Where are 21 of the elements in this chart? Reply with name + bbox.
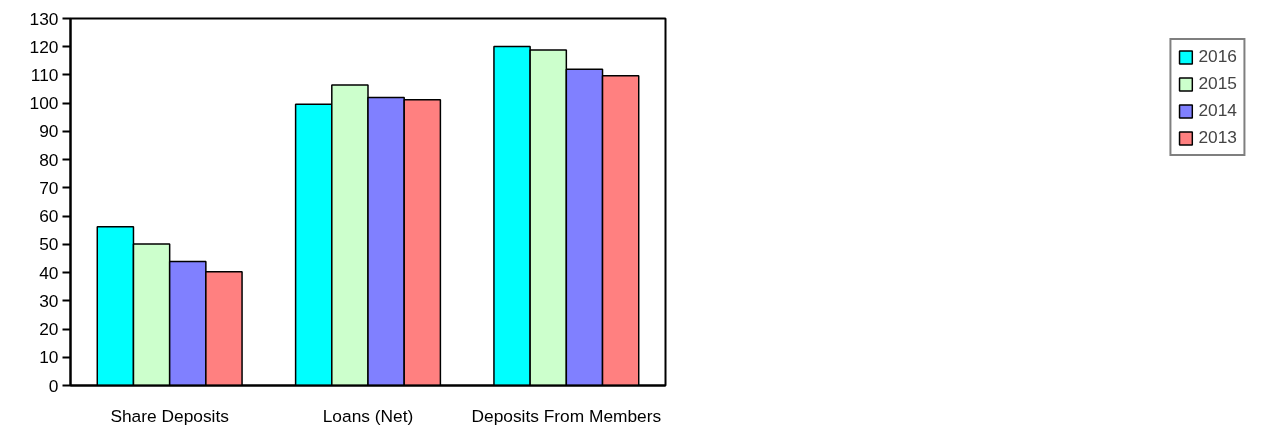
y-tick-label: 0: [48, 375, 59, 396]
legend-label: 2016: [1198, 46, 1237, 67]
y-tick-label: 70: [39, 177, 59, 198]
legend-label: 2013: [1198, 127, 1237, 148]
y-tick-label: 60: [39, 206, 59, 227]
y-tick-label: 130: [29, 8, 59, 29]
y-tick-label: 100: [29, 93, 59, 114]
x-tick-label: Loans (Net): [322, 405, 414, 426]
y-tick-label: 110: [30, 64, 59, 85]
y-tick-label: 50: [39, 234, 59, 255]
x-tick-label: Deposits From Members: [471, 405, 662, 426]
y-tick-label: 30: [39, 290, 59, 311]
y-tick-label: 40: [39, 262, 59, 283]
legend-label: 2015: [1198, 73, 1237, 94]
y-tick-label: 20: [39, 319, 59, 340]
y-tick-label: 80: [39, 149, 59, 170]
y-tick-label: 90: [39, 121, 59, 142]
legend-label: 2014: [1198, 100, 1237, 121]
y-tick-label: 120: [29, 36, 59, 57]
y-tick-label: 10: [39, 347, 59, 368]
x-tick-label: Share Deposits: [110, 405, 230, 426]
